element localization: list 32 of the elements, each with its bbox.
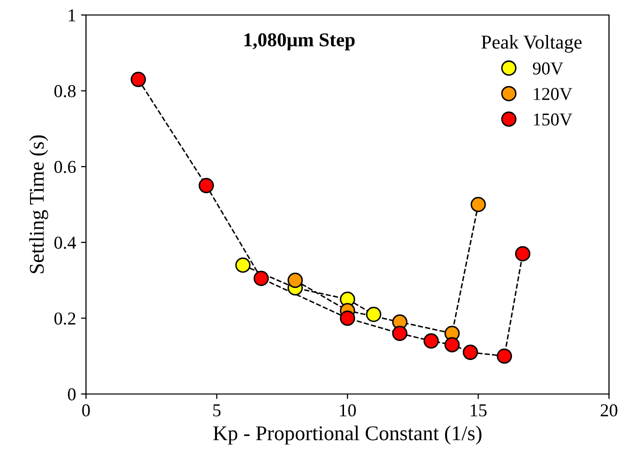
y-tick-label: 1: [68, 9, 76, 22]
x-tick-label: 10: [340, 404, 356, 416]
point: [366, 306, 382, 322]
y-tick-label: 0.4: [54, 236, 76, 249]
point: [235, 258, 251, 273]
point: [424, 333, 439, 349]
point: [288, 272, 303, 288]
point: [254, 270, 269, 286]
x-tick-label: 0: [82, 404, 90, 416]
annotation: 1,080μm Step: [244, 33, 355, 50]
point: [470, 196, 486, 212]
point: [198, 178, 214, 194]
y-tick-label: 0.8: [54, 85, 76, 98]
x-tick-label: 20: [600, 404, 618, 416]
y-axis-title: Settling Time (s): [29, 135, 48, 274]
y-tick-label: 0.2: [54, 312, 76, 325]
y-tick-label: 0.6: [54, 160, 76, 174]
x-tick-label: 5: [213, 404, 221, 416]
x-tick-label: 15: [470, 404, 487, 416]
legend-label: 120V: [534, 88, 572, 100]
point: [340, 310, 356, 326]
legend-label: 90V: [532, 62, 564, 75]
point: [130, 72, 146, 88]
point: [392, 326, 408, 341]
point: [444, 337, 460, 352]
y-tick-label: 0: [68, 388, 76, 400]
point: [496, 348, 512, 364]
point: [462, 344, 478, 360]
x-axis-title: Kp - Proportional Constant (1/s): [213, 426, 482, 445]
legend-label: 150V: [534, 113, 572, 126]
legend-title: Peak Voltage: [481, 35, 582, 53]
point: [515, 246, 530, 262]
